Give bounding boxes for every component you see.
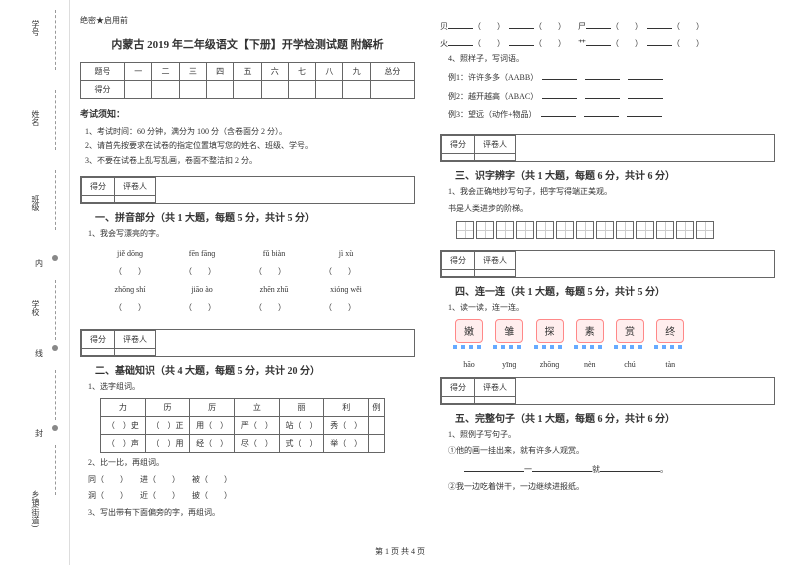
- sec2-q2: 2、比一比，再组词。: [88, 457, 415, 470]
- heart-icon[interactable]: 探: [536, 319, 564, 343]
- sec2-q1: 1、选字组词。: [88, 381, 415, 394]
- sec5-title: 五、完整句子（共 1 大题，每题 6 分，共计 6 分）: [455, 414, 675, 425]
- sec4-title: 四、连一连（共 1 大题，每题 5 分，共计 5 分）: [455, 287, 665, 298]
- heart-icon[interactable]: 嫩: [455, 319, 483, 343]
- hearts-row: 嫩 雏 探 素 赏 终: [450, 319, 775, 349]
- sec5-q: 1、照例子写句子。: [448, 429, 775, 442]
- sec4-q: 1、读一读，连一连。: [448, 302, 775, 315]
- label-xuehao: 学号: [30, 20, 41, 36]
- exam-title: 内蒙古 2019 年二年级语文【下册】开学检测试题 附解析: [80, 36, 415, 52]
- pinyin-row1: jiě dōnɡ fēn fānɡ fǔ biàn jì xù: [80, 249, 415, 258]
- score-box: 得分评卷人: [440, 134, 775, 162]
- writing-grid[interactable]: [455, 220, 775, 242]
- label-xuexiao: 学校: [30, 300, 41, 316]
- dot-icon: [52, 425, 58, 431]
- sec5-s1: ①他的画一挂出来，就有许多人观赏。: [448, 445, 775, 458]
- score-box: 得分评卷人: [440, 250, 775, 278]
- score-table: 题号 一 二 三 四 五 六 七 八 九 总分 得分: [80, 62, 415, 99]
- char-select-table: 力 历 厉 立 丽 利 例 （ ）史 （ ）正 用（ ） 严（ ） 站（ ） 秀…: [100, 398, 385, 453]
- label-xiangzhen: 乡镇(街道): [30, 490, 41, 527]
- label-xingming: 姓名: [30, 110, 41, 126]
- binding-sidebar: 学号 姓名 班级 内 学校 线 封 乡镇(街道): [0, 0, 70, 565]
- sec1-q: 1、我会写漂亮的字。: [88, 228, 415, 241]
- notice-3: 3、不要在试卷上乱写乱画，卷面不整洁扣 2 分。: [85, 154, 415, 168]
- page-content: 绝密★启用前 内蒙古 2019 年二年级语文【下册】开学检测试题 附解析 题号 …: [80, 15, 780, 524]
- heart-icon[interactable]: 终: [656, 319, 684, 343]
- pinyin-row2: zhōnɡ shí jiāo ào zhēn zhū xiónɡ wěi: [80, 285, 415, 294]
- heart-icon[interactable]: 素: [576, 319, 604, 343]
- secret-label: 绝密★启用前: [80, 15, 415, 26]
- notice-title: 考试须知：: [80, 107, 415, 120]
- score-box: 得分评卷人: [440, 377, 775, 405]
- sec3-sent: 书是人类进步的阶梯。: [448, 203, 775, 216]
- sec1-title: 一、拼音部分（共 1 大题，每题 5 分，共计 5 分）: [95, 213, 315, 224]
- sec5-s2: ②我一边吃着饼干，一边继续进报纸。: [448, 481, 775, 494]
- dot-icon: [52, 255, 58, 261]
- sec2-q4: 4、照样子，写词语。: [448, 53, 775, 66]
- page-footer: 第 1 页 共 4 页: [0, 546, 800, 557]
- right-column: 贝（ ） （ ） 尸（ ） （ ） 火（ ） （ ） 艹（ ） （ ） 4、照样…: [440, 15, 775, 524]
- score-box: 得分评卷人: [80, 176, 415, 204]
- heart-icon[interactable]: 雏: [495, 319, 523, 343]
- heart-icon[interactable]: 赏: [616, 319, 644, 343]
- dot-icon: [52, 345, 58, 351]
- pinyin-row: hāo yīnɡ zhōnɡ nèn chú tàn: [450, 359, 775, 369]
- sec2-title: 二、基础知识（共 4 大题，每题 5 分，共计 20 分）: [95, 366, 320, 377]
- left-column: 绝密★启用前 内蒙古 2019 年二年级语文【下册】开学检测试题 附解析 题号 …: [80, 15, 415, 524]
- sec3-q: 1、我会正确地抄写句子，把字写得端正美观。: [448, 186, 775, 199]
- label-banji: 班级: [30, 195, 41, 211]
- score-box: 得分评卷人: [80, 329, 415, 357]
- notice-2: 2、请首先按要求在试卷的指定位置填写您的姓名、班级、学号。: [85, 139, 415, 153]
- notice-1: 1、考试时间：60 分钟，满分为 100 分（含卷面分 2 分）。: [85, 125, 415, 139]
- sec2-q3: 3、写出带有下面偏旁的字，再组词。: [88, 507, 415, 520]
- sec3-title: 三、识字辨字（共 1 大题，每题 6 分，共计 6 分）: [455, 171, 675, 182]
